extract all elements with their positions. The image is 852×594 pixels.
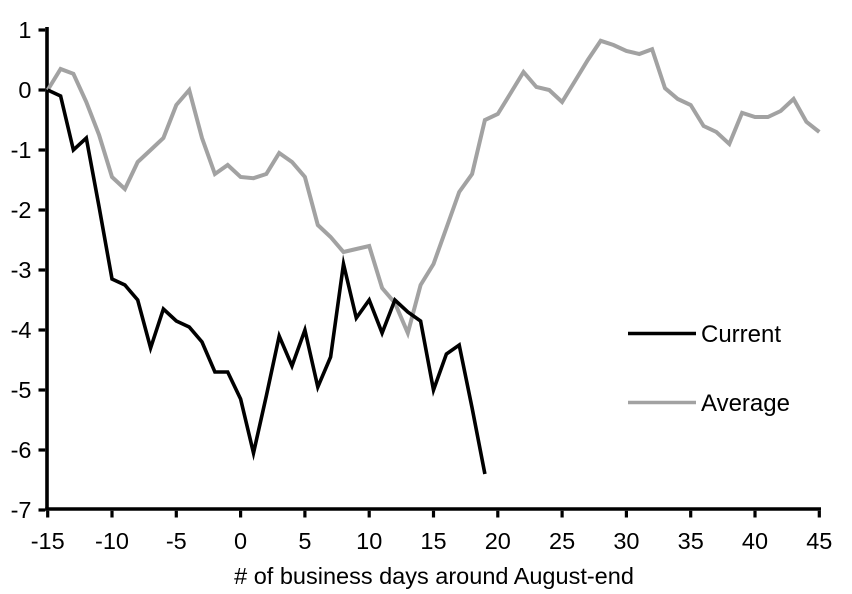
legend-label-average: Average (701, 390, 790, 417)
x-tick-label: 20 (485, 528, 511, 554)
legend-item-average: Average (628, 390, 790, 417)
x-tick-label: -15 (31, 528, 65, 554)
y-tick-label: -3 (11, 257, 32, 283)
legend: Current Average (628, 321, 790, 417)
y-tick-label: -5 (11, 377, 32, 403)
y-axis-ticks: 1 0 -1 -2 -3 -4 -5 -6 -7 (11, 17, 46, 523)
y-tick-label: 1 (18, 17, 31, 43)
y-tick-label: -2 (11, 197, 32, 223)
y-tick-label: 0 (18, 77, 31, 103)
series-line-current (46, 88, 487, 475)
x-axis-ticks: -15 -10 -5 0 5 10 15 20 25 30 35 40 45 (31, 510, 832, 554)
series-line-average (45, 38, 821, 340)
plot-series (45, 38, 821, 475)
x-tick-label: -5 (166, 528, 187, 554)
x-tick-label: 35 (678, 528, 704, 554)
x-tick-label: 0 (234, 528, 247, 554)
x-tick-label: 15 (420, 528, 446, 554)
x-tick-label: -10 (95, 528, 129, 554)
x-tick-label: 45 (806, 528, 832, 554)
x-tick-label: 30 (613, 528, 639, 554)
x-tick-label: 40 (742, 528, 768, 554)
y-tick-label: -7 (11, 497, 32, 523)
x-tick-label: 25 (549, 528, 575, 554)
y-tick-label: -6 (11, 437, 32, 463)
x-axis-title: # of business days around August-end (234, 563, 634, 589)
y-tick-label: -1 (11, 137, 32, 163)
legend-item-current: Current (628, 321, 781, 348)
y-tick-label: -4 (11, 317, 32, 343)
legend-label-current: Current (701, 321, 781, 348)
x-tick-label: 10 (356, 528, 382, 554)
axes (45, 27, 821, 511)
x-tick-label: 5 (298, 528, 311, 554)
